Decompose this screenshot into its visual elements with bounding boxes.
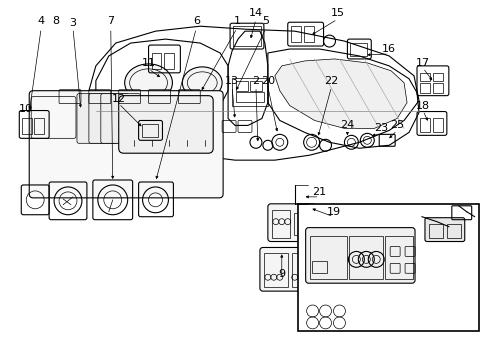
- Text: 12: 12: [111, 94, 125, 104]
- Text: 6: 6: [192, 16, 200, 26]
- Bar: [428, 224, 442, 238]
- Polygon shape: [274, 59, 406, 129]
- Bar: [164, 53, 174, 69]
- FancyBboxPatch shape: [77, 94, 117, 143]
- FancyBboxPatch shape: [267, 204, 315, 242]
- Bar: [419, 83, 429, 93]
- Bar: [142, 125, 158, 137]
- Bar: [432, 118, 442, 132]
- Bar: [264, 253, 287, 287]
- Text: 10: 10: [19, 104, 33, 113]
- Text: 20: 20: [260, 76, 274, 86]
- Text: 1: 1: [233, 16, 240, 26]
- Text: 16: 16: [382, 44, 395, 54]
- Bar: [297, 204, 478, 331]
- Text: 25: 25: [389, 121, 404, 130]
- Text: 22: 22: [324, 76, 338, 86]
- Bar: [271, 210, 289, 238]
- Text: 7: 7: [107, 16, 114, 26]
- FancyBboxPatch shape: [119, 96, 213, 153]
- FancyBboxPatch shape: [305, 228, 414, 283]
- Bar: [233, 26, 261, 46]
- Bar: [350, 43, 366, 56]
- Text: 11: 11: [141, 58, 155, 68]
- Bar: [349, 235, 383, 279]
- Bar: [309, 235, 346, 279]
- Bar: [385, 235, 412, 279]
- FancyBboxPatch shape: [260, 247, 319, 291]
- Bar: [293, 213, 311, 235]
- FancyBboxPatch shape: [89, 94, 128, 143]
- Bar: [419, 118, 429, 132]
- Text: 18: 18: [415, 100, 429, 111]
- Bar: [34, 118, 44, 134]
- Text: 15: 15: [330, 8, 344, 18]
- Bar: [236, 92, 264, 102]
- Text: 17: 17: [415, 58, 429, 68]
- Text: 9: 9: [278, 269, 285, 279]
- Text: 13: 13: [224, 76, 239, 86]
- Text: 3: 3: [69, 18, 76, 28]
- Bar: [311, 261, 326, 273]
- Bar: [232, 78, 267, 105]
- Text: 2: 2: [252, 76, 259, 86]
- Bar: [432, 73, 442, 81]
- Bar: [249, 81, 262, 91]
- FancyBboxPatch shape: [424, 218, 464, 242]
- Bar: [22, 118, 32, 134]
- Text: 5: 5: [262, 16, 269, 26]
- FancyBboxPatch shape: [29, 91, 223, 198]
- Ellipse shape: [182, 67, 222, 99]
- Bar: [419, 73, 429, 81]
- Text: 14: 14: [248, 8, 263, 18]
- Text: 23: 23: [373, 123, 387, 134]
- Bar: [291, 253, 315, 287]
- FancyBboxPatch shape: [101, 94, 141, 143]
- Bar: [303, 26, 313, 42]
- Text: 19: 19: [326, 207, 340, 217]
- Bar: [432, 83, 442, 93]
- Ellipse shape: [124, 64, 172, 102]
- Bar: [290, 26, 300, 42]
- Bar: [151, 53, 161, 69]
- Text: 4: 4: [38, 16, 44, 26]
- Bar: [236, 81, 247, 91]
- Bar: [446, 224, 460, 238]
- Text: 24: 24: [340, 121, 354, 130]
- Text: 8: 8: [52, 16, 60, 26]
- Text: 21: 21: [312, 187, 326, 197]
